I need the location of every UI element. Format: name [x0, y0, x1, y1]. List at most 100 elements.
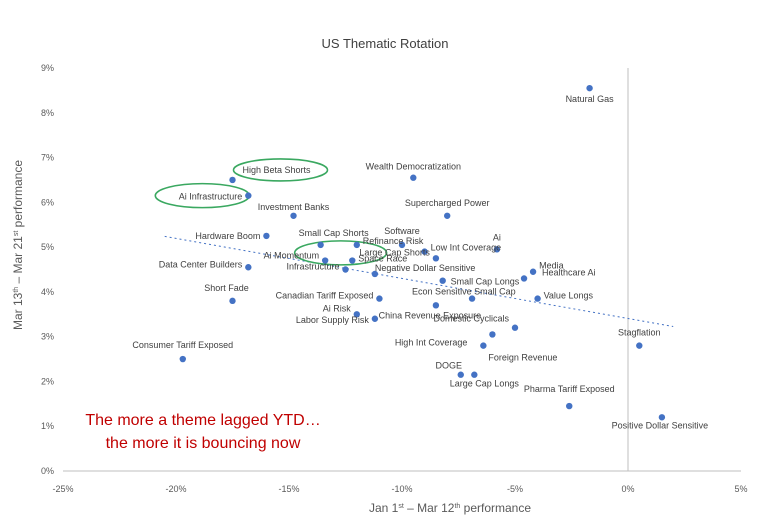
point-label: Media	[539, 261, 564, 271]
data-point	[410, 174, 417, 181]
y-tick-label: 0%	[41, 466, 54, 476]
point-label: Small Cap Shorts	[299, 228, 370, 238]
point-label: Ai	[493, 232, 501, 242]
highlight-oval	[293, 240, 388, 266]
point-label: Canadian Tariff Exposed	[276, 291, 374, 301]
data-point	[245, 264, 252, 271]
y-tick-label: 5%	[41, 242, 54, 252]
data-point	[371, 270, 379, 278]
data-point	[468, 295, 476, 302]
point-label: Space Race	[358, 254, 407, 264]
trend-line	[164, 235, 674, 327]
y-tick-label: 7%	[41, 153, 54, 163]
data-point	[432, 255, 440, 262]
point-label: Domestic Cyclicals	[433, 314, 509, 324]
x-tick-label: -25%	[52, 484, 73, 494]
point-label: Natural Gas	[566, 94, 615, 104]
x-tick-label: -5%	[507, 484, 523, 494]
point-label: Ai Risk	[323, 303, 352, 313]
point-label: High Beta Shorts	[243, 165, 312, 175]
data-point	[457, 371, 464, 378]
data-point	[586, 84, 593, 92]
data-point	[321, 257, 329, 264]
point-label: Pharma Tariff Exposed	[524, 384, 615, 394]
data-point	[493, 246, 501, 253]
data-point	[179, 355, 186, 363]
point-label: Large Cap Shorts	[359, 247, 430, 257]
point-label: Econ Sensitive Small Cap	[412, 287, 516, 297]
point-label: Positive Dollar Sensitive	[612, 420, 709, 430]
chart-title: US Thematic Rotation	[322, 36, 449, 51]
point-labels: Natural Gas High Beta Shorts Ai Infrastruc…	[132, 94, 708, 430]
point-label: Negative Dollar Sensitive	[375, 263, 476, 273]
data-point	[439, 277, 446, 284]
point-label: Stagflation	[618, 328, 661, 338]
data-point	[229, 297, 236, 305]
data-point	[480, 342, 487, 349]
data-point	[376, 295, 383, 302]
point-label: Foreign Revenue	[488, 352, 557, 362]
point-label: Ai Infrastructure	[179, 192, 243, 202]
x-tick-label: -10%	[391, 484, 412, 494]
axes: -25% -20% -15% -10% -5% 0% 5% 0% 1% 2% 3% 4% 5% 6% 7% 8…	[41, 63, 748, 494]
x-tick-label: 5%	[734, 484, 747, 494]
data-point	[290, 212, 297, 219]
point-label: Ai Momentum	[264, 251, 320, 261]
x-tick-label: -20%	[165, 484, 186, 494]
highlight-oval	[232, 158, 329, 182]
x-tick-label: 0%	[621, 484, 634, 494]
point-label: Consumer Tariff Exposed	[132, 340, 233, 350]
data-point	[263, 232, 270, 240]
point-label: Data Center Builders	[159, 259, 243, 269]
data-point	[349, 257, 356, 264]
data-point	[566, 402, 573, 410]
data-point	[636, 342, 643, 349]
point-label: Large Cap Longs	[450, 379, 520, 389]
y-tick-label: 6%	[41, 197, 54, 207]
y-tick-label: 4%	[41, 287, 54, 297]
annotation-line-1: The more a theme lagged YTD…	[85, 412, 320, 429]
point-label: Software	[384, 226, 420, 236]
x-axis-label: Jan 1st – Mar 12th performance	[369, 501, 531, 515]
data-points	[179, 84, 666, 421]
data-point	[353, 241, 360, 249]
data-point	[342, 266, 349, 273]
data-point	[529, 268, 537, 275]
point-label: China Revenue Exposure	[379, 310, 482, 320]
point-label: High Int Coverage	[395, 338, 468, 348]
point-label: Supercharged Power	[405, 198, 490, 208]
trendline	[164, 235, 674, 327]
y-tick-label: 8%	[41, 108, 54, 118]
point-label: Short Fade	[204, 283, 249, 293]
point-label: Small Cap Longs	[451, 277, 520, 287]
data-point	[245, 192, 252, 199]
y-tick-label: 9%	[41, 63, 54, 73]
point-label: Wealth Democratization	[366, 162, 461, 172]
data-point	[421, 248, 428, 255]
y-tick-label: 3%	[41, 332, 54, 342]
data-point	[353, 311, 360, 318]
data-point	[371, 315, 379, 322]
point-label: Infrastructure	[286, 262, 339, 272]
annotation-line-2: the more it is bouncing now	[106, 435, 301, 452]
data-point	[398, 241, 406, 249]
point-label: Labor Supply Risk	[296, 315, 370, 325]
data-point	[658, 414, 666, 421]
point-label: Refinance Risk	[363, 236, 424, 246]
data-point	[511, 324, 519, 331]
y-tick-label: 2%	[41, 376, 54, 386]
data-point	[471, 371, 478, 378]
point-label: Value Longs	[544, 291, 594, 301]
data-point	[520, 275, 528, 282]
point-label: Investment Banks	[258, 202, 330, 212]
point-label: Low Int Coverage	[431, 243, 502, 253]
data-point	[534, 295, 541, 302]
data-point	[444, 212, 451, 219]
y-tick-label: 1%	[41, 421, 54, 431]
point-label: DOGE	[436, 361, 463, 371]
data-point	[317, 241, 324, 249]
y-axis-label: Mar 13th – Mar 21st performance	[11, 160, 25, 330]
data-point	[432, 302, 440, 309]
x-tick-label: -15%	[278, 484, 299, 494]
